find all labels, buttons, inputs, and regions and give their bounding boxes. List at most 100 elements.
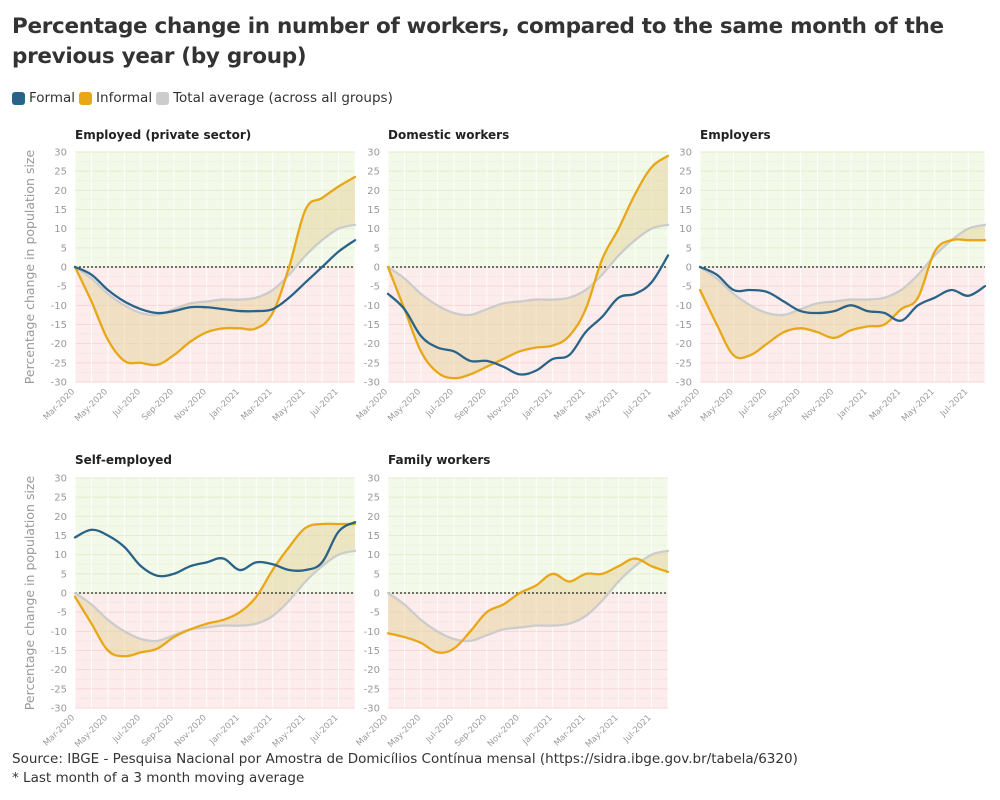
y-tick-label: 30	[54, 148, 67, 159]
x-tick-label: Jul-2020	[423, 713, 456, 746]
y-tick-label: 10	[367, 550, 380, 561]
y-axis-label: Percentage change in population size	[22, 476, 37, 711]
x-tick-label: May-2020	[73, 387, 110, 424]
x-tick-label: Sep-2020	[453, 387, 489, 423]
series-line-total	[386, 549, 670, 643]
series-line-informal	[698, 238, 987, 360]
y-tick-label: 0	[686, 263, 692, 274]
y-tick-label: 10	[679, 224, 692, 235]
y-tick-label: -30	[364, 378, 380, 389]
y-tick-label: 20	[54, 512, 67, 523]
informal-vs-total-area	[388, 155, 668, 379]
panel-title: Family workers	[388, 453, 490, 467]
informal-vs-total-area	[75, 523, 355, 657]
y-tick-label: -25	[364, 684, 380, 695]
y-tick-label: 0	[61, 263, 67, 274]
x-tick-label: May-2021	[900, 387, 937, 424]
x-tick-label: Mar-2021	[552, 387, 587, 422]
legend-item-formal[interactable]: Formal	[12, 90, 75, 106]
legend-swatch-informal	[79, 91, 93, 105]
panel-title: Employers	[700, 128, 771, 142]
series-line-total	[698, 223, 987, 317]
x-tick-label: Jul-2021	[308, 387, 341, 420]
series-line-total	[73, 223, 357, 317]
series-line-informal	[73, 175, 357, 367]
x-tick-label: May-2020	[699, 387, 736, 424]
y-tick-label: -10	[364, 627, 380, 638]
y-tick-label: 5	[686, 243, 692, 254]
y-tick-label: -25	[51, 684, 67, 695]
x-tick-label: Mar-2020	[667, 387, 702, 422]
x-tick-label: Jan-2021	[520, 713, 555, 748]
y-tick-label: -20	[364, 665, 380, 676]
series-line-total	[73, 549, 357, 643]
y-tick-label: 20	[367, 512, 380, 523]
y-tick-label: -15	[364, 320, 380, 331]
x-tick-label: May-2021	[584, 713, 621, 750]
y-tick-label: 10	[54, 224, 67, 235]
series-line-formal	[73, 239, 357, 315]
y-tick-label: -10	[364, 301, 380, 312]
legend-item-informal[interactable]: Informal	[79, 90, 152, 106]
x-tick-label: Sep-2020	[453, 713, 489, 749]
y-tick-label: 10	[54, 550, 67, 561]
y-tick-label: 5	[374, 569, 380, 580]
panel-title: Domestic workers	[388, 128, 509, 142]
y-tick-label: 15	[54, 531, 67, 542]
x-tick-label: Jul-2020	[737, 387, 770, 420]
y-tick-label: -15	[51, 320, 67, 331]
y-tick-label: 5	[374, 243, 380, 254]
series-line-total	[386, 223, 670, 317]
panel-domestic-workers: Domestic workers 30 25 20 15 10 5 0 -5 -10 -15 -20 -…	[355, 128, 670, 424]
y-tick-label: -25	[364, 358, 380, 369]
y-tick-label: 15	[679, 205, 692, 216]
y-tick-label: 15	[54, 205, 67, 216]
x-tick-label: Mar-2021	[239, 387, 274, 422]
panel-title: Employed (private sector)	[75, 128, 251, 142]
legend-label-informal: Informal	[96, 90, 153, 106]
x-tick-label: Mar-2021	[239, 713, 274, 748]
y-tick-label: -30	[676, 378, 692, 389]
series-line-informal	[386, 154, 670, 380]
x-tick-label: Nov-2020	[173, 713, 209, 749]
y-tick-label: -15	[676, 320, 692, 331]
y-tick-label: 25	[54, 167, 67, 178]
y-tick-label: -5	[370, 608, 380, 619]
x-tick-label: May-2020	[386, 713, 423, 750]
y-tick-label: 15	[367, 205, 380, 216]
legend-item-total[interactable]: Total average (across all groups)	[156, 90, 393, 106]
y-tick-label: -20	[51, 665, 67, 676]
y-tick-label: 30	[679, 148, 692, 159]
informal-vs-total-area	[388, 550, 668, 653]
series-line-formal	[386, 254, 670, 376]
x-tick-label: Nov-2020	[486, 713, 522, 749]
series-line-informal	[386, 557, 670, 654]
y-tick-label: -5	[57, 282, 67, 293]
x-tick-label: Mar-2021	[552, 713, 587, 748]
x-tick-label: May-2021	[584, 387, 621, 424]
y-tick-label: 25	[367, 493, 380, 504]
y-tick-label: 10	[367, 224, 380, 235]
x-tick-label: Jul-2021	[308, 713, 341, 746]
x-tick-label: Sep-2020	[767, 387, 803, 423]
x-tick-label: Sep-2020	[140, 713, 176, 749]
x-tick-label: Jul-2020	[110, 387, 143, 420]
y-tick-label: 15	[367, 531, 380, 542]
y-tick-label: -15	[51, 646, 67, 657]
footer: Source: IBGE - Pesquisa Nacional por Amo…	[12, 750, 798, 788]
x-tick-label: Jan-2021	[207, 713, 242, 748]
y-tick-label: -5	[682, 282, 692, 293]
y-tick-label: -10	[51, 627, 67, 638]
x-tick-label: Jan-2021	[207, 387, 242, 422]
series-line-informal	[73, 522, 357, 658]
x-tick-label: Jul-2020	[110, 713, 143, 746]
y-tick-label: 25	[54, 493, 67, 504]
y-tick-label: 20	[679, 186, 692, 197]
legend: Formal Informal Total average (across al…	[12, 90, 397, 106]
panel-family-workers: Family workers 30 25 20 15 10 5 0 -5 -10 -15 -20 -25…	[355, 453, 670, 750]
x-tick-label: Nov-2020	[173, 387, 209, 423]
y-tick-label: -15	[364, 646, 380, 657]
y-tick-label: -30	[51, 378, 67, 389]
source-note: Source: IBGE - Pesquisa Nacional por Amo…	[12, 751, 798, 767]
footnote: * Last month of a 3 month moving average	[12, 770, 305, 786]
